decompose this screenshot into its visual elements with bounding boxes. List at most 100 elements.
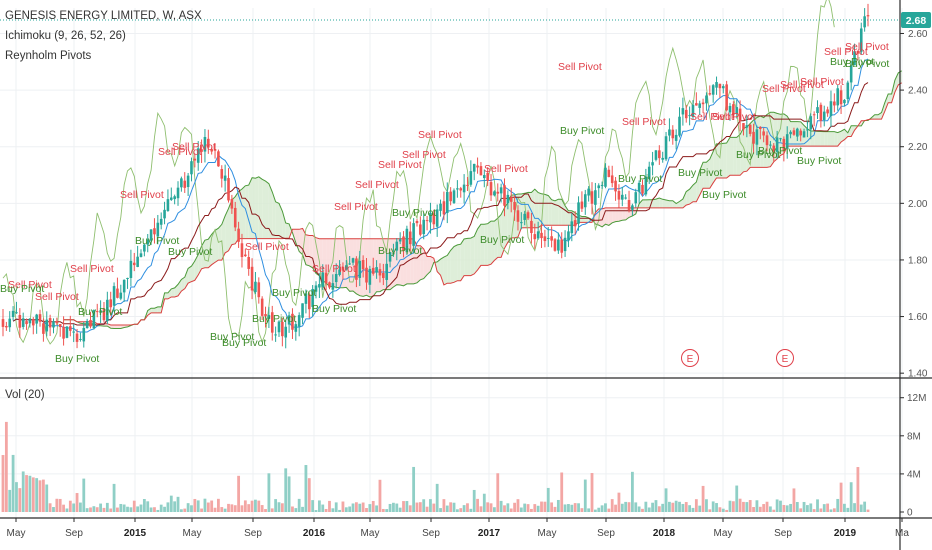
volume-bar bbox=[516, 499, 520, 512]
volume-tick-label: 0 bbox=[907, 508, 913, 519]
candle-body bbox=[553, 239, 557, 251]
volume-bar bbox=[627, 502, 631, 512]
volume-bar bbox=[297, 498, 301, 512]
volume-bar bbox=[102, 507, 106, 512]
volume-bar bbox=[338, 509, 341, 512]
symbol-title[interactable]: GENESIS ENERGY LIMITED, W, ASX bbox=[5, 10, 202, 22]
candle-body bbox=[594, 190, 597, 205]
candle-body bbox=[257, 282, 261, 298]
candle-body bbox=[106, 299, 109, 322]
volume-bar bbox=[371, 500, 375, 512]
volume-bar bbox=[156, 509, 160, 512]
cloud-segment bbox=[309, 235, 313, 268]
candle-body bbox=[365, 267, 368, 283]
buy-pivot-label: Buy Pivot bbox=[168, 246, 212, 258]
volume-bar bbox=[119, 503, 123, 512]
candle-body bbox=[796, 128, 799, 137]
cloud-segment bbox=[834, 131, 838, 147]
volume-bar bbox=[203, 498, 207, 512]
price-axis[interactable]: 2.60 2.40 2.20 2.00 1.80 1.60 1.40 bbox=[900, 29, 928, 380]
cloud-segment bbox=[194, 254, 199, 281]
candle-body bbox=[503, 185, 506, 206]
cloud-segment bbox=[659, 198, 663, 208]
candle-body bbox=[180, 178, 183, 188]
buy-pivot-label: Buy Pivot bbox=[272, 287, 316, 299]
volume-axis[interactable]: 12M 8M 4M 0 bbox=[900, 393, 926, 519]
time-axis[interactable]: May Sep 2015 May Sep 2016 May Sep 2017 May Sep 2018… bbox=[7, 518, 910, 539]
volume-bar bbox=[408, 505, 412, 512]
candle-body bbox=[203, 136, 207, 152]
volume-bar bbox=[748, 500, 752, 512]
cloud-segment bbox=[501, 207, 505, 258]
sell-pivot-label: Sell Pivot bbox=[622, 116, 666, 128]
volume-bar bbox=[122, 504, 126, 512]
volume-bar bbox=[644, 501, 648, 512]
volume-bar bbox=[405, 501, 409, 512]
volume-bar bbox=[287, 476, 291, 512]
candle-body bbox=[412, 223, 415, 246]
candle-body bbox=[836, 88, 840, 106]
cloud-segment bbox=[474, 228, 478, 274]
cloud-segment bbox=[713, 143, 717, 183]
volume-bar bbox=[348, 506, 352, 512]
candle-body bbox=[583, 194, 587, 208]
volume-bar bbox=[139, 504, 143, 512]
volume-bar bbox=[439, 508, 442, 512]
sell-pivot-label: Sell Pivot bbox=[845, 41, 889, 53]
candle-body bbox=[523, 213, 526, 220]
volume-bar bbox=[129, 507, 133, 512]
time-tick-label: May bbox=[538, 528, 557, 539]
cloud-segment bbox=[726, 137, 731, 178]
ichimoku-legend[interactable]: Ichimoku (9, 26, 52, 26) bbox=[5, 30, 126, 42]
volume-tick-label: 12M bbox=[907, 393, 926, 404]
sell-pivot-label: Sell Pivot bbox=[120, 189, 164, 201]
cloud-segment bbox=[184, 268, 189, 289]
sell-pivot-label: Sell Pivot bbox=[378, 159, 422, 171]
cloud-segment bbox=[891, 80, 895, 103]
candle-body bbox=[31, 318, 35, 326]
volume-bar bbox=[839, 482, 843, 512]
cloud-segment bbox=[672, 200, 677, 208]
volume-bar bbox=[654, 500, 658, 512]
candle-body bbox=[250, 266, 254, 291]
candle-body bbox=[200, 149, 203, 152]
cloud-segment bbox=[440, 257, 444, 285]
cloud-segment bbox=[151, 308, 155, 313]
candle-body bbox=[762, 131, 765, 136]
volume-bar bbox=[72, 503, 76, 512]
volume-bar bbox=[260, 505, 264, 512]
volume-bar bbox=[738, 498, 742, 512]
buy-pivot-label: Buy Pivot bbox=[252, 313, 296, 325]
volume-bar bbox=[142, 499, 146, 512]
cloud-segment bbox=[437, 259, 441, 276]
volume-bar bbox=[105, 502, 109, 512]
candle-body bbox=[183, 180, 187, 188]
ichimoku-lines bbox=[2, 0, 902, 345]
volume-bar bbox=[227, 503, 230, 512]
time-tick-label: May bbox=[714, 528, 733, 539]
kijun-sen bbox=[12, 82, 869, 326]
volume-bar bbox=[678, 501, 681, 512]
cloud-segment bbox=[305, 234, 310, 266]
candle-body bbox=[843, 99, 846, 104]
candle-body bbox=[38, 314, 42, 322]
volume-bar bbox=[267, 473, 271, 512]
cloud-segment bbox=[655, 198, 660, 208]
volume-bar bbox=[240, 505, 244, 512]
sell-pivot-label: Sell Pivot bbox=[355, 179, 399, 191]
reynholm-legend[interactable]: Reynholm Pivots bbox=[5, 50, 92, 62]
volume-bar bbox=[392, 502, 395, 512]
volume-bar bbox=[415, 502, 419, 512]
cloud-segment bbox=[167, 288, 172, 299]
candle-body bbox=[742, 123, 745, 130]
buy-pivot-label: Buy Pivot bbox=[135, 235, 179, 247]
candle-body bbox=[159, 218, 163, 225]
candle-body bbox=[163, 209, 166, 219]
candle-body bbox=[634, 192, 638, 204]
volume-legend[interactable]: Vol (20) bbox=[5, 389, 45, 401]
candle-body bbox=[382, 273, 385, 279]
candle-body bbox=[42, 323, 45, 334]
candle-body bbox=[822, 111, 826, 120]
time-tick-label: 2018 bbox=[653, 528, 676, 539]
